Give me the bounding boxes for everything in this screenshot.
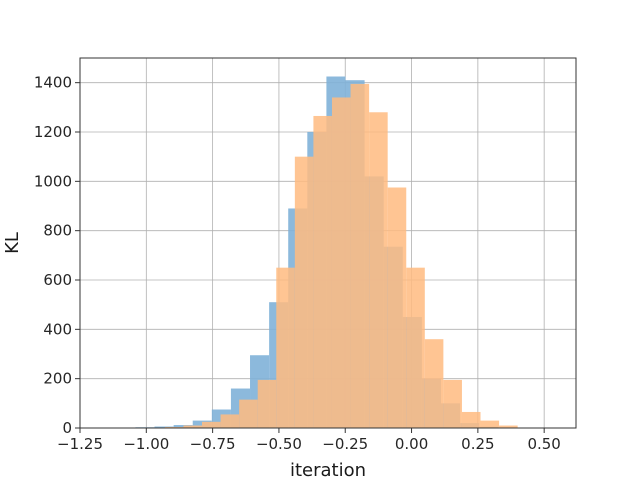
y-tick-label: 1200 — [34, 123, 72, 141]
x-tick-label: −0.25 — [322, 435, 368, 453]
series-b-bar — [443, 379, 462, 428]
x-tick-label: −1.25 — [57, 435, 103, 453]
series-b-bar — [257, 379, 277, 428]
x-tick-label: 0.00 — [395, 435, 428, 453]
series-b-bar — [499, 425, 518, 428]
y-axis-label: KL — [2, 232, 23, 254]
y-tick-label: 1400 — [34, 74, 72, 92]
series-b-bar — [480, 420, 500, 428]
x-tick-label: −0.75 — [190, 435, 236, 453]
series-b-bar — [461, 411, 481, 428]
y-tick-label: 800 — [43, 222, 72, 240]
series-b-bar — [183, 425, 203, 428]
x-axis-label: iteration — [290, 460, 366, 480]
series-b-bar — [220, 414, 240, 428]
series-b-bar — [239, 399, 258, 428]
x-tick-label: 0.50 — [527, 435, 560, 453]
plot-frame — [79, 57, 577, 429]
y-tick-label: 1000 — [34, 172, 72, 190]
series-b-bars — [146, 83, 518, 429]
series-b-bar — [202, 421, 221, 428]
x-tick-label: −0.50 — [256, 435, 302, 453]
series-b-bar — [313, 115, 332, 428]
y-axis-ticks: 0 200 400 600 800 1000 1200 1400 — [34, 74, 80, 437]
series-b-bar — [406, 267, 425, 428]
series-b-bar — [387, 187, 407, 428]
series-b-bar — [424, 339, 444, 428]
series-b-bar — [369, 112, 388, 429]
x-axis-ticks: −1.25 −1.00 −0.75 −0.50 −0.25 0.00 0.25 0.50 — [57, 428, 561, 453]
y-tick-label: 600 — [43, 271, 72, 289]
series-a-bar — [173, 425, 193, 428]
series-b-bar — [331, 97, 351, 428]
y-tick-label: 0 — [62, 419, 72, 437]
x-tick-label: −1.00 — [123, 435, 169, 453]
y-tick-label: 400 — [43, 320, 72, 338]
x-tick-label: 0.25 — [461, 435, 494, 453]
series-b-bar — [294, 156, 314, 428]
series-b-bar — [276, 267, 295, 428]
series-b-bar — [350, 83, 370, 429]
series-a-bar — [154, 426, 174, 428]
y-tick-label: 200 — [43, 370, 72, 388]
